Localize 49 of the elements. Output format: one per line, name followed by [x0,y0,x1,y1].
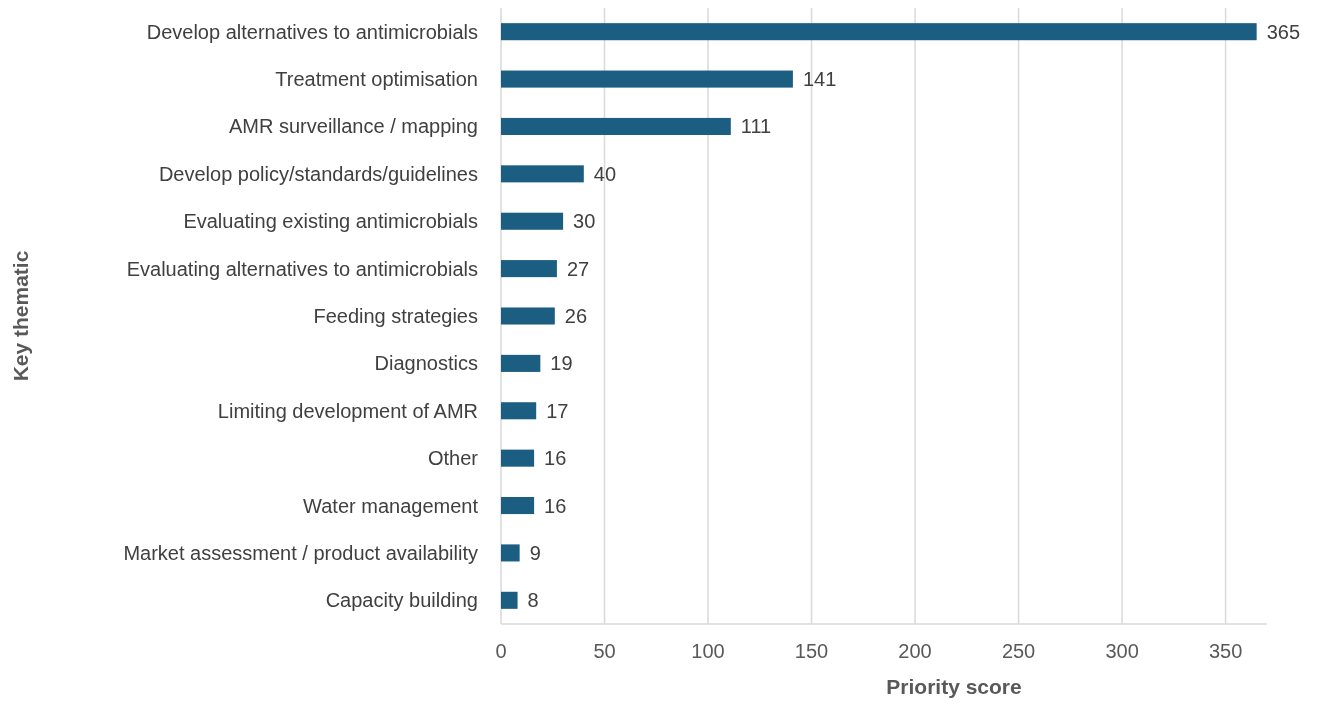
x-tick-label: 0 [495,640,507,662]
y-tick-label: AMR surveillance / mapping [229,115,478,138]
y-tick-label: Capacity building [325,589,478,612]
data-label: 40 [593,162,617,185]
x-tick-label: 150 [794,640,829,662]
data-label: 16 [544,494,567,517]
data-label: 16 [544,447,567,470]
y-tick-label: Water management [303,494,479,517]
data-label: 27 [566,257,590,280]
y-tick-label: Treatment optimisation [275,68,478,91]
bar [501,449,535,467]
bar [501,354,541,372]
y-tick-label: Develop alternatives to antimicrobials [146,20,478,43]
data-label: 8 [527,589,539,612]
y-tick-label: Evaluating alternatives to antimicrobials [126,257,478,280]
y-tick-label: Diagnostics [374,352,478,375]
x-tick-label: 50 [593,640,616,662]
data-label: 30 [573,210,596,233]
data-label: 26 [564,305,588,327]
y-tick-label: Market assessment / product availability [123,541,478,564]
data-label: 141 [802,68,837,91]
bar [501,70,793,88]
y-tick-label: Feeding strategies [313,305,478,327]
data-label: 9 [529,541,541,564]
y-tick-label: Limiting development of AMR [217,399,478,422]
y-tick-label: Other [427,447,479,470]
bar [501,260,557,278]
bar [501,544,520,562]
bar [501,165,584,183]
data-label: 17 [546,399,569,422]
x-tick-label: 250 [1001,640,1036,662]
bar [501,117,731,135]
y-tick-label: Evaluating existing antimicrobials [183,210,478,233]
bar [501,307,555,325]
bar [501,402,537,420]
bar [501,212,564,230]
data-label: 19 [550,352,573,375]
x-axis-title: Priority score [886,675,1022,698]
y-tick-label: Develop policy/standards/guidelines [158,162,478,185]
x-tick-label: 100 [691,640,725,662]
data-label: 111 [740,115,772,138]
bar [501,23,1257,41]
data-label: 365 [1266,20,1301,43]
x-tick-label: 300 [1105,640,1139,662]
x-tick-label: 200 [898,640,932,662]
bar [501,591,518,609]
bar [501,497,535,515]
y-axis-title: Key thematic [9,250,32,382]
x-tick-label: 350 [1208,640,1243,662]
